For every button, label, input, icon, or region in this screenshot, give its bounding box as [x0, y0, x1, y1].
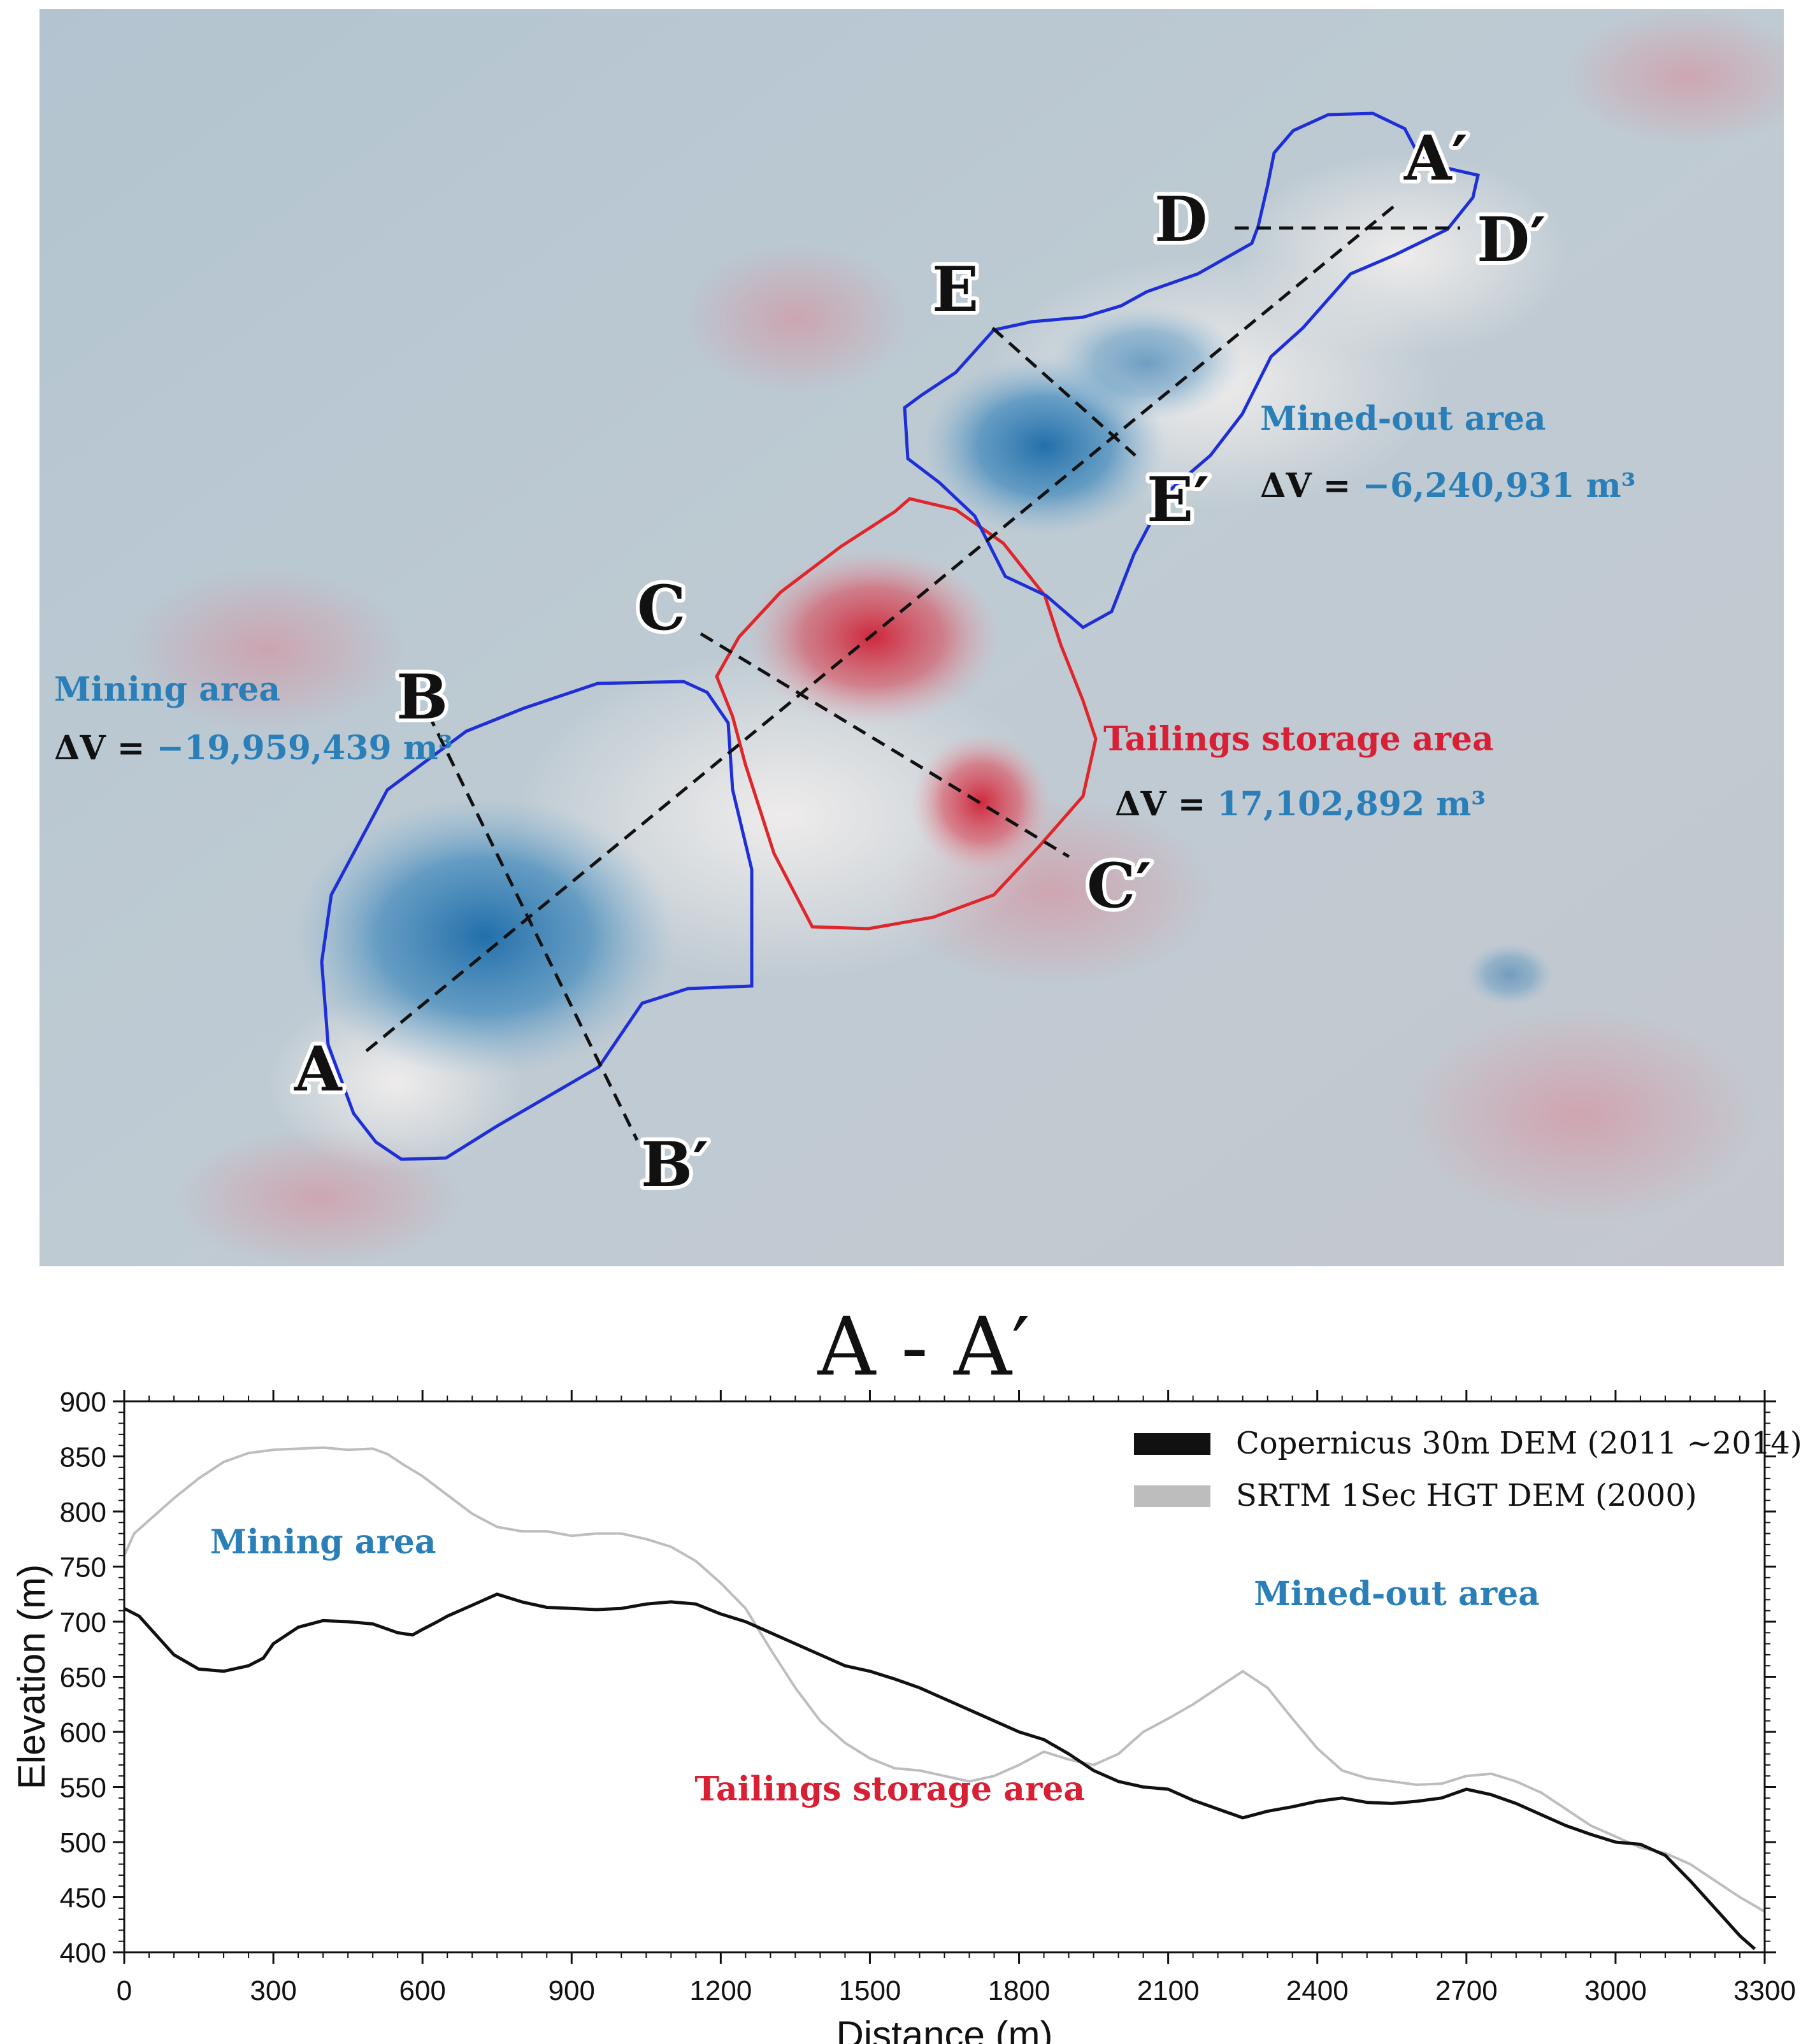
profile-label-e: E — [932, 254, 979, 325]
change-map: A A′ B B′ C C′ D D′ E E′ Mining area ΔV … — [39, 9, 1784, 1266]
subsidence-blob — [293, 796, 675, 1076]
chart-annotation: Tailings storage area — [694, 1769, 1085, 1808]
x-tick-label: 2400 — [1286, 1975, 1349, 2006]
y-tick-label: 550 — [60, 1773, 106, 1804]
y-tick-label: 400 — [60, 1938, 106, 1969]
y-tick-label: 500 — [60, 1827, 106, 1859]
small-blue-patch — [1465, 943, 1554, 1006]
profile-label-d-prime: D′ — [1477, 204, 1546, 276]
x-tick-label: 0 — [117, 1975, 132, 2006]
pink-patch — [1402, 1006, 1758, 1223]
profile-label-c: C — [637, 572, 685, 644]
mined-out-area-outline — [903, 111, 1480, 630]
profile-label-a: A — [294, 1033, 343, 1105]
tailings-area-dv-value: 17,102,892 m³ — [1217, 785, 1486, 824]
tailings-area-label: Tailings storage area — [1103, 720, 1494, 759]
legend-swatch — [1134, 1485, 1210, 1507]
mined-out-area-dv-prefix: ΔV = — [1260, 466, 1362, 505]
x-tick-label: 600 — [399, 1975, 445, 2006]
profile-label-d: D — [1154, 183, 1207, 255]
chart-annotation: Mining area — [210, 1523, 436, 1562]
mining-area-outline — [320, 680, 754, 1161]
profile-label-e-prime: E′ — [1147, 464, 1209, 536]
y-axis-label: Elevation (m) — [10, 1564, 53, 1789]
profile-label-a-prime: A′ — [1403, 122, 1468, 194]
x-tick-label: 300 — [250, 1975, 296, 2006]
legend-label: SRTM 1Sec HGT DEM (2000) — [1236, 1478, 1697, 1513]
tailings-area-outline — [715, 497, 1098, 931]
subsidence-blob — [1051, 306, 1242, 420]
chart-ticks: 0 300 600 900 1200 1500 1800 2100 2400 2700 3000 33… — [60, 1387, 1796, 2006]
tailings-area-dv: ΔV = 17,102,892 m³ — [1115, 785, 1486, 824]
y-tick-label: 650 — [60, 1662, 106, 1694]
x-tick-label: 3000 — [1584, 1975, 1647, 2006]
mined-out-area-label: Mined-out area — [1260, 399, 1546, 438]
y-tick-label: 450 — [60, 1883, 106, 1914]
mining-area-dv-prefix: ΔV = — [54, 729, 156, 768]
chart-title: A - A′ — [817, 1300, 1030, 1394]
x-tick-label: 1800 — [988, 1975, 1051, 2006]
accumulation-blob — [911, 733, 1051, 873]
y-tick-label: 600 — [60, 1717, 106, 1748]
pink-patch — [1561, 9, 1784, 147]
profile-chart: A - A′ Mining area Mined-out area Tailings… — [10, 1300, 1802, 2044]
mining-area-dv: ΔV = −19,959,439 m³ — [54, 729, 453, 768]
x-tick-label: 3300 — [1733, 1975, 1796, 2006]
chart-annotation: Mined-out area — [1254, 1575, 1540, 1613]
y-tick-label: 800 — [60, 1497, 106, 1528]
mined-out-area-dv: ΔV = −6,240,931 m³ — [1260, 466, 1635, 505]
y-tick-label: 850 — [60, 1442, 106, 1473]
bright-ground — [1236, 153, 1567, 357]
y-tick-label: 750 — [60, 1552, 106, 1583]
chart-annotations: Mining area Mined-out area Tailings storag… — [210, 1523, 1540, 1809]
profile-lines — [365, 201, 1460, 1141]
chart-series — [123, 1446, 1765, 1950]
profile-line-c — [700, 632, 1070, 859]
mined-out-area-dv-value: −6,240,931 m³ — [1362, 466, 1635, 505]
x-tick-label: 900 — [549, 1975, 595, 2006]
x-axis-label: Distance (m) — [836, 2013, 1052, 2044]
x-tick-label: 1500 — [839, 1975, 901, 2006]
x-tick-label: 2100 — [1137, 1975, 1200, 2006]
legend-swatch — [1134, 1433, 1210, 1455]
mining-area-dv-value: −19,959,439 m³ — [156, 729, 452, 768]
mining-area-label: Mining area — [54, 670, 280, 709]
pink-patch — [682, 242, 911, 395]
accumulation-blob — [745, 548, 1000, 726]
series-line-copernicus — [123, 1592, 1756, 1950]
y-tick-label: 900 — [60, 1387, 106, 1418]
profile-label-c-prime: C′ — [1087, 850, 1152, 922]
x-tick-label: 2700 — [1435, 1975, 1498, 2006]
tailings-area-dv-prefix: ΔV = — [1115, 785, 1217, 824]
x-tick-label: 1200 — [689, 1975, 752, 2006]
y-tick-label: 700 — [60, 1607, 106, 1638]
profile-label-b-prime: B′ — [641, 1129, 708, 1201]
series-line-srtm — [123, 1446, 1765, 1913]
profile-line-e — [991, 327, 1137, 457]
legend-label: Copernicus 30m DEM (2011 ~2014) — [1236, 1426, 1802, 1461]
pink-patch — [127, 567, 408, 733]
profile-label-b: B — [396, 661, 448, 733]
chart-legend: Copernicus 30m DEM (2011 ~2014) SRTM 1Sec… — [1134, 1426, 1802, 1513]
profile-line-b — [426, 712, 639, 1141]
